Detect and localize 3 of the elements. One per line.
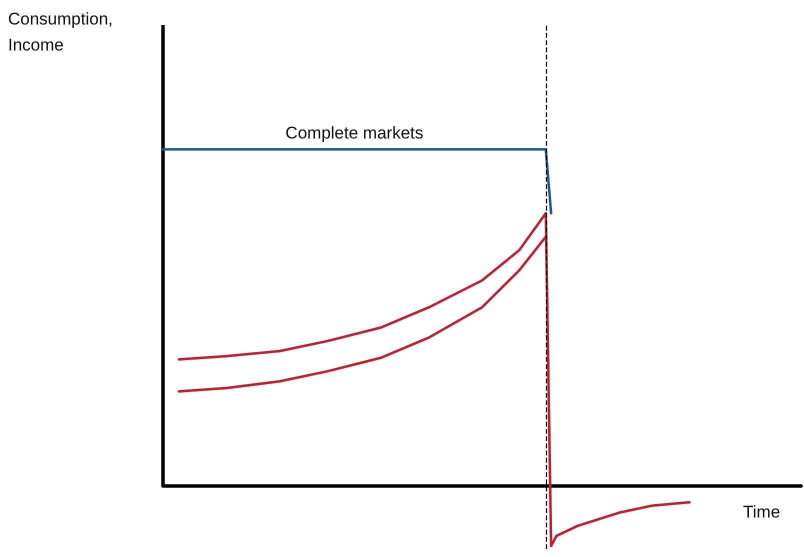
text: Consumption, Income — [8, 10, 118, 54]
series-label: Complete markets — [285, 123, 424, 142]
x-axis-title: Time — [743, 502, 780, 522]
